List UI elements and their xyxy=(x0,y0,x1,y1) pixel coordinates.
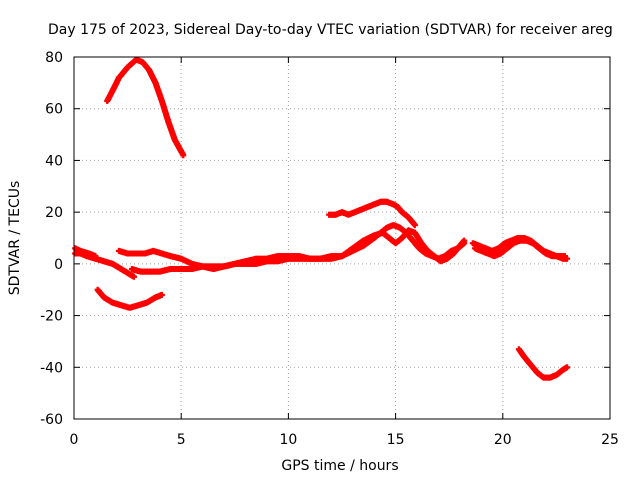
x-axis-label: GPS time / hours xyxy=(281,458,398,474)
y-tick-label: 0 xyxy=(54,257,63,273)
y-tick-label: -20 xyxy=(40,309,63,325)
series-track-9 xyxy=(471,237,568,260)
data-point xyxy=(411,222,418,229)
y-tick-label: 40 xyxy=(45,153,63,169)
y-tick-label: 60 xyxy=(45,102,63,118)
data-point xyxy=(564,364,571,371)
y-axis-label: SDTVAR / TECUs xyxy=(7,181,23,296)
data-point xyxy=(92,253,99,260)
series-track-7 xyxy=(326,198,418,229)
y-tick-label: -40 xyxy=(40,360,63,376)
series-track-10 xyxy=(515,346,571,381)
data-point xyxy=(461,237,468,244)
y-tick-label: 80 xyxy=(45,50,63,66)
data-point xyxy=(180,152,187,159)
y-tick-label: -60 xyxy=(40,412,63,428)
data-markers xyxy=(72,56,571,381)
data-point xyxy=(562,253,568,260)
x-tick-label: 10 xyxy=(279,432,297,448)
x-tick-label: 25 xyxy=(601,432,619,448)
series-track-3 xyxy=(72,245,99,260)
data-point xyxy=(158,291,165,298)
axis-ticks: 0 5 10 15 20 25 -60 -40 -20 0 20 40 60 80 xyxy=(40,50,619,448)
series-track-6 xyxy=(128,227,468,275)
chart-title: Day 175 of 2023, Sidereal Day-to-day VTE… xyxy=(48,22,613,38)
x-tick-label: 15 xyxy=(387,432,405,448)
plot-frame xyxy=(73,56,611,420)
series-track-1 xyxy=(104,56,187,159)
x-tick-label: 20 xyxy=(494,432,512,448)
x-tick-label: 0 xyxy=(70,432,79,448)
series-track-4 xyxy=(94,286,165,311)
y-tick-label: 20 xyxy=(45,205,63,221)
data-point xyxy=(131,273,137,280)
x-tick-label: 5 xyxy=(177,432,186,448)
